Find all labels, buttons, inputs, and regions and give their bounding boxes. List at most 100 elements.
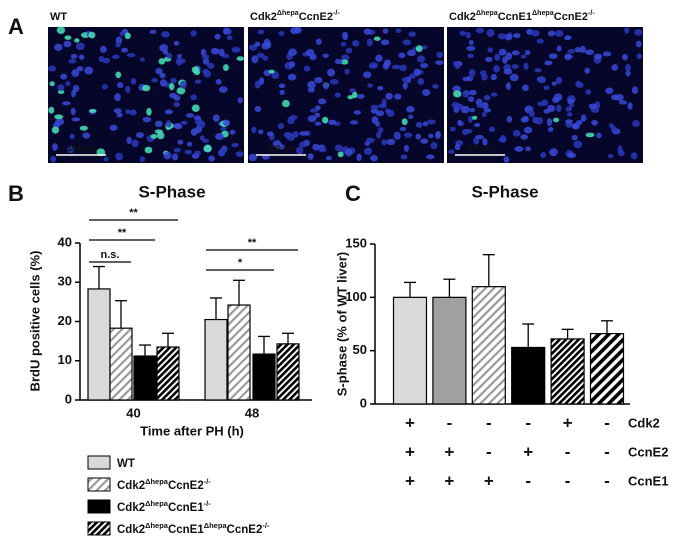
nucleus [203, 144, 212, 153]
nucleus [564, 53, 572, 61]
nucleus [511, 64, 519, 70]
nucleus [231, 142, 239, 148]
nucleus [329, 78, 339, 85]
label-part: WT [50, 11, 67, 23]
nucleus [630, 152, 638, 160]
nucleus [116, 112, 123, 118]
nucleus [556, 104, 562, 113]
nucleus [474, 122, 481, 128]
nucleus [161, 31, 170, 38]
nucleus [271, 71, 280, 80]
nucleus [627, 102, 633, 110]
nucleus [115, 42, 121, 48]
nucleus [223, 64, 229, 72]
nucleus [236, 56, 245, 61]
nucleus [574, 47, 582, 53]
significance-label: ** [248, 237, 257, 249]
bar [87, 288, 111, 401]
nucleus [340, 41, 347, 47]
nucleus [565, 106, 573, 112]
nucleus [70, 53, 78, 59]
nucleus [173, 40, 180, 46]
nucleus [220, 126, 227, 131]
nucleus [124, 32, 131, 40]
nucleus [553, 117, 560, 123]
nucleus [190, 128, 198, 136]
nucleus [111, 54, 120, 60]
genotype-sign: - [604, 442, 610, 461]
nucleus [191, 66, 200, 74]
chart-title: S-Phase [138, 182, 205, 201]
nucleus [576, 82, 584, 88]
genotype-sign: - [525, 471, 531, 490]
nucleus [171, 153, 179, 161]
nucleus [82, 132, 91, 139]
nucleus [512, 129, 521, 137]
nucleus [584, 67, 591, 74]
nucleus [64, 35, 72, 40]
nucleus [283, 131, 293, 138]
superscript: Δhepa [145, 521, 169, 530]
nucleus [289, 115, 298, 120]
nucleus [373, 36, 381, 41]
nucleus [173, 101, 180, 108]
bar [392, 296, 428, 405]
nucleus [57, 84, 65, 91]
nucleus [162, 49, 169, 55]
nucleus [124, 85, 131, 94]
nucleus [139, 156, 145, 163]
nucleus [356, 153, 362, 162]
nucleus [88, 31, 96, 39]
scale-bar-label: 100 µm [466, 144, 493, 153]
nucleus [482, 138, 488, 146]
nucleus [261, 154, 270, 160]
nucleus [498, 137, 507, 143]
nucleus [504, 33, 513, 41]
legend-label: WT [117, 458, 135, 470]
nucleus [146, 107, 152, 116]
panel-letter: B [8, 181, 24, 206]
nucleus [67, 145, 75, 154]
label-part: Cdk2 [117, 502, 145, 514]
nucleus [279, 89, 285, 95]
y-tick-label: 40 [58, 234, 72, 249]
nucleus [610, 126, 618, 133]
scale-bar-label: 100 µm [267, 144, 294, 153]
nucleus [407, 49, 416, 57]
nucleus [428, 133, 434, 139]
nucleus [206, 62, 215, 69]
legend-label: Cdk2ΔhepaCcnE1-/- [117, 499, 211, 514]
nucleus [494, 53, 501, 61]
nucleus [222, 145, 228, 153]
nucleus [155, 67, 163, 75]
nucleus [381, 139, 387, 146]
nucleus [452, 61, 459, 67]
nucleus [469, 107, 476, 113]
genotype-sign: + [405, 471, 415, 490]
nucleus [399, 64, 407, 72]
nucleus [490, 74, 497, 81]
nucleus [200, 48, 207, 56]
nucleus [465, 31, 471, 39]
nucleus [102, 57, 111, 64]
y-tick-label: 100 [345, 289, 367, 304]
nucleus [210, 47, 220, 55]
nucleus [353, 110, 362, 115]
nucleus [421, 45, 428, 50]
label-part: CcnE2 [299, 11, 333, 23]
nucleus [370, 154, 378, 162]
nucleus [70, 107, 76, 116]
nucleus [573, 140, 583, 149]
nucleus [566, 112, 573, 117]
nucleus [468, 39, 474, 45]
nucleus [567, 152, 577, 158]
label-part: CcnE2 [227, 524, 263, 536]
nucleus [471, 115, 478, 120]
nucleus [602, 51, 612, 57]
superscript: -/- [333, 9, 340, 17]
nucleus [401, 118, 408, 126]
nucleus [505, 52, 513, 60]
nucleus [404, 132, 413, 138]
nucleus [462, 76, 471, 82]
nucleus [115, 152, 124, 161]
